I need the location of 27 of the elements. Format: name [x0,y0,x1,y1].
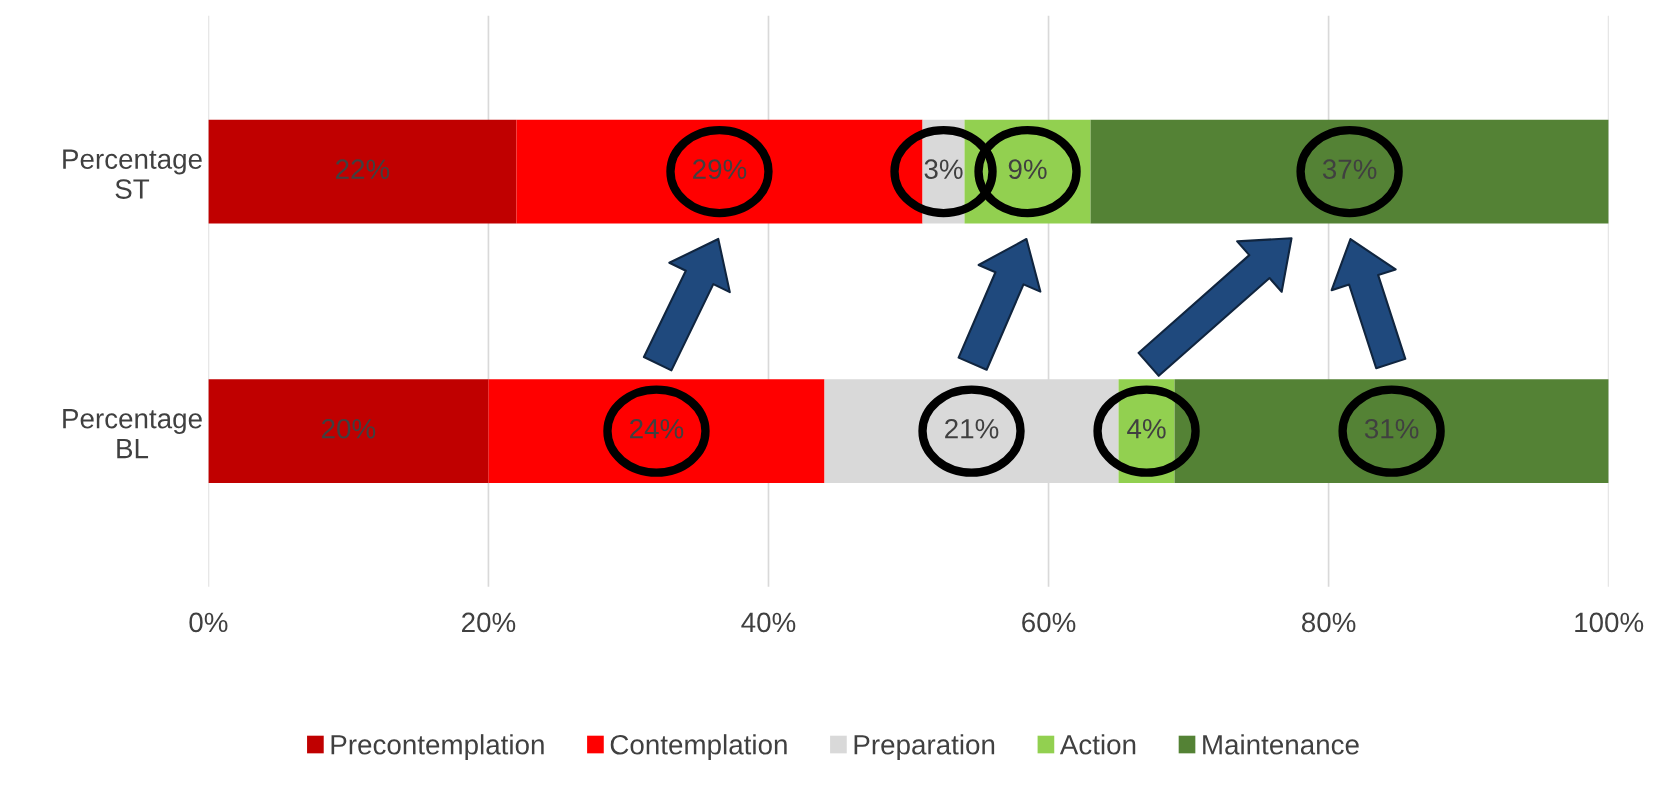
data-label: 29% [693,159,747,180]
data-label: 24% [630,418,684,439]
legend-label: Maintenance [1203,734,1359,755]
data-label: 22% [336,159,390,179]
bar [208,379,489,484]
data-label: 31% [1364,418,1419,439]
data-label: 4% [1127,419,1166,439]
x-tick-label: 80% [1302,612,1356,633]
x-tick-label: 0% [189,612,228,633]
data-label: 3% [924,159,963,180]
bar [208,119,517,224]
data-label: 20% [322,418,376,439]
legend-label: Preparation [854,734,995,761]
bar [488,379,825,484]
data-label: 21% [945,418,999,439]
x-tick-label: 40% [741,612,796,633]
y-tick-label: Percentage ST [63,149,202,199]
data-label: 37% [1322,159,1377,180]
x-tick-label: 20% [462,612,516,633]
x-tick-label: 60% [1022,612,1076,633]
legend-label: Action [1059,734,1136,755]
legend-label: Precontemplation [331,734,544,761]
legend-label: Contemplation [610,734,787,761]
y-tick-label: Percentage BL [63,409,202,459]
x-tick-label: 100% [1575,612,1644,633]
data-label: 9% [1008,159,1047,180]
bar [1090,119,1609,224]
